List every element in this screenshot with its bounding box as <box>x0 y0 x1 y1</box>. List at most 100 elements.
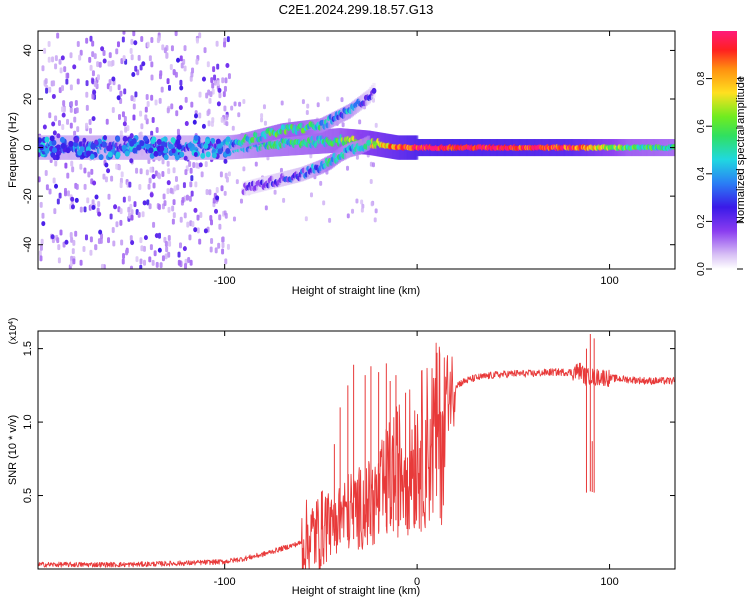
heatmap-noise-cell <box>170 45 174 52</box>
heatmap-noise-dot <box>217 87 222 93</box>
heatmap-noise-cell <box>215 40 219 47</box>
heatmap-noise-cell <box>109 85 113 92</box>
heatmap-noise-cell <box>69 231 73 238</box>
heatmap-noise-cell <box>117 84 121 91</box>
heatmap-noise-cell <box>89 35 93 42</box>
heatmap-noise-dot <box>193 207 198 213</box>
heatmap-noise-cell <box>88 56 92 63</box>
spectrogram-panel: -100 100 -40 -20 0 20 40 Height of straight l… <box>7 30 676 297</box>
heatmap-noise-dot <box>51 121 56 127</box>
heatmap-band-cell <box>89 153 95 160</box>
heatmap-noise-cell <box>100 263 104 269</box>
heatmap-band-cell <box>79 146 85 153</box>
heatmap-noise-dot <box>50 234 55 240</box>
heatmap-noise-cell <box>214 247 218 254</box>
heatmap-noise-dot <box>91 204 96 210</box>
heatmap-noise-cell <box>157 173 161 180</box>
heatmap-band-cell <box>145 143 151 150</box>
heatmap-noise-dot <box>56 133 61 139</box>
heatmap-noise-cell <box>102 173 106 180</box>
heatmap-band-cell <box>38 137 43 144</box>
heatmap-noise-cell <box>108 52 112 59</box>
heatmap-noise-cell <box>142 245 146 252</box>
heatmap-noise-cell <box>177 251 181 258</box>
heatmap-noise-cell <box>204 161 208 168</box>
heatmap-noise-cell <box>220 185 224 192</box>
heatmap-noise-cell <box>130 54 134 61</box>
heatmap-band-cell <box>179 151 185 158</box>
heatmap-noise-cell <box>182 182 186 189</box>
heatmap-noise-dot <box>54 183 59 189</box>
heatmap-noise-cell <box>149 166 153 173</box>
heatmap-band-cell <box>151 136 157 143</box>
heatmap-noise-cell <box>107 193 111 200</box>
heatmap-noise-cell <box>174 31 178 37</box>
heatmap-band-cell <box>205 151 211 158</box>
heatmap-noise-cell <box>87 171 91 178</box>
heatmap-noise-cell <box>151 259 155 266</box>
heatmap-noise-cell <box>225 176 229 183</box>
heatmap-noise-cell <box>232 216 236 222</box>
heatmap-noise-cell <box>106 83 110 90</box>
heatmap-noise-cell <box>139 64 143 71</box>
colorbar-gradient <box>712 31 737 269</box>
heatmap-noise-cell <box>82 245 86 252</box>
heatmap-noise-cell <box>91 51 95 58</box>
heatmap-noise-cell <box>69 106 73 113</box>
heatmap-noise-cell <box>76 40 80 47</box>
heatmap-noise-cell <box>305 109 309 115</box>
heatmap-noise-cell <box>239 198 243 204</box>
heatmap-noise-dot <box>130 240 135 246</box>
heatmap-band-cell <box>90 143 96 150</box>
heatmap-noise-cell <box>97 201 101 208</box>
heatmap-noise-dot <box>106 168 111 174</box>
heatmap-noise-cell <box>128 181 132 188</box>
heatmap-noise-cell <box>89 236 93 243</box>
heatmap-band-cell <box>129 140 135 147</box>
heatmap-noise-cell <box>210 219 214 226</box>
spectrogram-y-tick-label: 0 <box>22 145 34 151</box>
heatmap-noise-cell <box>173 185 177 192</box>
heatmap-noise-cell <box>85 91 89 98</box>
heatmap-noise-cell <box>171 218 175 225</box>
heatmap-noise-cell <box>167 251 171 258</box>
heatmap-noise-cell <box>111 106 115 113</box>
heatmap-band-cell <box>132 147 138 154</box>
heatmap-noise-dot <box>111 76 116 82</box>
heatmap-noise-dot <box>184 121 189 127</box>
heatmap-band-cell <box>60 142 66 149</box>
heatmap-noise-cell <box>137 54 141 61</box>
heatmap-noise-cell <box>104 176 108 183</box>
heatmap-noise-cell <box>72 239 76 246</box>
heatmap-noise-cell <box>172 212 176 219</box>
heatmap-noise-cell <box>230 105 234 111</box>
spectrogram-y-tick-label: 20 <box>22 93 34 105</box>
colorbar-tick-label: 0.6 <box>696 119 707 133</box>
heatmap-noise-cell <box>79 206 83 213</box>
heatmap-noise-cell <box>218 214 222 221</box>
heatmap-noise-cell <box>85 37 89 44</box>
heatmap-noise-cell <box>188 195 192 202</box>
heatmap-noise-cell <box>85 80 89 87</box>
heatmap-noise-cell <box>150 74 154 81</box>
heatmap-noise-cell <box>130 95 134 102</box>
heatmap-noise-cell <box>186 221 190 228</box>
heatmap-noise-cell <box>91 93 95 100</box>
heatmap-noise-dot <box>201 123 206 129</box>
heatmap-noise-cell <box>184 96 188 103</box>
heatmap-noise-dot <box>113 204 118 210</box>
heatmap-noise-dot <box>91 116 96 122</box>
heatmap-noise-cell <box>120 171 124 178</box>
heatmap-noise-cell <box>115 163 119 170</box>
heatmap-noise-cell <box>117 164 121 171</box>
heatmap-noise-cell <box>346 165 350 171</box>
heatmap-noise-cell <box>148 203 152 210</box>
heatmap-band-cell <box>672 144 675 150</box>
heatmap-noise-dot <box>216 101 221 107</box>
heatmap-noise-cell <box>83 167 87 174</box>
heatmap-noise-cell <box>156 37 160 44</box>
heatmap-noise-cell <box>224 77 228 84</box>
heatmap-noise-dot <box>52 155 57 161</box>
heatmap-noise-cell <box>235 179 239 185</box>
heatmap-noise-cell <box>54 160 58 167</box>
